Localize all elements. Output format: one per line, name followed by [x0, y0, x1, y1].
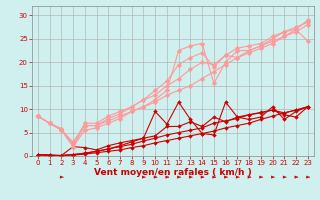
X-axis label: Vent moyen/en rafales ( km/h ): Vent moyen/en rafales ( km/h ) — [94, 168, 252, 177]
